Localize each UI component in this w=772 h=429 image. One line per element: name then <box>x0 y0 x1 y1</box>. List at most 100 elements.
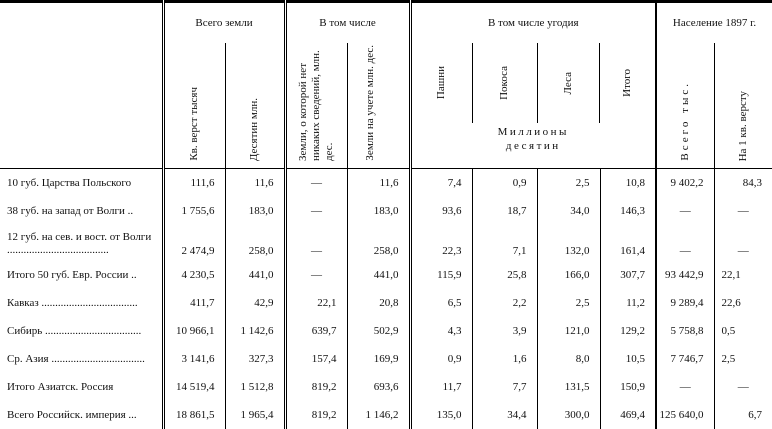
cell-value: 14 519,4 <box>161 373 225 401</box>
cell-value: 18,7 <box>471 197 538 225</box>
cell-value: 3,9 <box>471 317 538 345</box>
col-header-hayfields: Покоса <box>472 43 537 123</box>
cell-value: 4 230,5 <box>161 261 225 289</box>
cell-value: 7,7 <box>471 373 538 401</box>
cell-value: 42,9 <box>224 289 286 317</box>
cell-value: 157,4 <box>283 345 348 373</box>
cell-value: 25,8 <box>471 261 538 289</box>
cell-value: 10,8 <box>599 168 657 197</box>
cell-value: 1 146,2 <box>346 401 411 429</box>
cell-value: 2 474,9 <box>161 225 225 261</box>
table-row: 12 губ. на сев. и вост. от Волги .......… <box>0 225 772 261</box>
cell-value: 20,8 <box>346 289 411 317</box>
cell-value: 819,2 <box>283 373 348 401</box>
cell-value: 146,3 <box>599 197 657 225</box>
cell-value: 121,0 <box>536 317 601 345</box>
table-row: Итого 50 губ. Евр. России .. 4 230,5 441,0… <box>0 261 772 289</box>
cell-value: 258,0 <box>346 225 411 261</box>
cell-value: 7 746,7 <box>655 345 715 373</box>
cell-value: 2,5 <box>536 168 601 197</box>
cell-value: 7,4 <box>408 168 473 197</box>
row-label: 38 губ. на запад от Волги .. <box>7 204 134 217</box>
cell-value: 11,2 <box>599 289 657 317</box>
cell-value: 22,1 <box>713 261 772 289</box>
row-label-header <box>0 1 163 169</box>
cell-value: 3 141,6 <box>161 345 225 373</box>
cell-value: 9 289,4 <box>655 289 715 317</box>
lands-subheader: Пашни Покоса Леса Итого Миллионы десятин <box>408 43 657 169</box>
cell-value: 22,3 <box>408 225 473 261</box>
cell-value: 11,7 <box>408 373 473 401</box>
cell-value: 502,9 <box>346 317 411 345</box>
cell-value: 111,6 <box>161 168 225 197</box>
cell-value: — <box>283 168 348 197</box>
cell-value: 132,0 <box>536 225 601 261</box>
table-row: Сибирь .................................… <box>0 317 772 345</box>
cell-value: 307,7 <box>599 261 657 289</box>
table-row: 10 губ. Царства Польского 111,6 11,6—11,6 7… <box>0 168 772 197</box>
row-label: Итого 50 губ. Евр. России .. <box>7 268 137 281</box>
row-label: Итого Азиатск. Россия <box>7 380 114 393</box>
table-row: Кавказ .................................… <box>0 289 772 317</box>
cell-value: 693,6 <box>346 373 411 401</box>
cell-value: 131,5 <box>536 373 601 401</box>
cell-value: 4,3 <box>408 317 473 345</box>
table-row: Всего Российск. империя ... 18 861,5 1 965… <box>0 401 772 429</box>
row-label: Сибирь .................................… <box>7 324 142 337</box>
cell-value: — <box>283 225 348 261</box>
units-label: Миллионы десятин <box>497 126 569 152</box>
cell-value: 129,2 <box>599 317 657 345</box>
cell-value: 93,6 <box>408 197 473 225</box>
cell-value: 1,6 <box>471 345 538 373</box>
cell-value: — <box>655 373 715 401</box>
cell-value: — <box>283 261 348 289</box>
cell-value: 22,1 <box>283 289 348 317</box>
cell-value: 258,0 <box>224 225 286 261</box>
cell-value: — <box>655 225 715 261</box>
cell-value: 0,5 <box>713 317 772 345</box>
col-header-arable: Пашни <box>435 66 448 100</box>
cell-value: 93 442,9 <box>655 261 715 289</box>
cell-value: 1 965,4 <box>224 401 286 429</box>
cell-value: 183,0 <box>224 197 286 225</box>
cell-value: 10 966,1 <box>161 317 225 345</box>
cell-value: — <box>713 373 772 401</box>
cell-value: 0,9 <box>408 345 473 373</box>
cell-value: 5 758,8 <box>655 317 715 345</box>
cell-value: 11,6 <box>224 168 286 197</box>
col-header-no-info: Земли, о которой нет никаких сведений, м… <box>283 43 348 169</box>
cell-value: 469,4 <box>599 401 657 429</box>
cell-value: 441,0 <box>224 261 286 289</box>
cell-value: 11,6 <box>346 168 411 197</box>
cell-value: 819,2 <box>283 401 348 429</box>
row-label: Всего Российск. империя ... <box>7 408 137 421</box>
cell-value: 7,1 <box>471 225 538 261</box>
table-row: Итого Азиатск. Россия 14 519,4 1 512,8 819,… <box>0 373 772 401</box>
cell-value: 441,0 <box>346 261 411 289</box>
cell-value: 2,5 <box>713 345 772 373</box>
cell-value: 2,2 <box>471 289 538 317</box>
col-header-forests: Леса <box>536 43 600 123</box>
cell-value: — <box>655 197 715 225</box>
cell-value: 300,0 <box>536 401 601 429</box>
col-header-sq-versts: Кв. верст тысяч <box>161 43 225 169</box>
header-population: Население 1897 г. <box>655 1 772 43</box>
cell-value: 9 402,2 <box>655 168 715 197</box>
cell-value: 34,4 <box>471 401 538 429</box>
header-total-land: Всего земли <box>161 1 286 43</box>
col-header-desyatins: Десятин млн. <box>224 43 286 169</box>
col-header-pop-total: Всего тыс. <box>655 43 715 169</box>
col-header-registered: Земли на учете млн. дес. <box>346 43 411 169</box>
cell-value: — <box>283 197 348 225</box>
cell-value: 150,9 <box>599 373 657 401</box>
cell-value: 6,7 <box>713 401 772 429</box>
row-label: Кавказ .................................… <box>7 296 138 309</box>
cell-value: 10,5 <box>599 345 657 373</box>
col-header-land-total: Итого <box>599 43 655 123</box>
cell-value: 115,9 <box>408 261 473 289</box>
cell-value: — <box>713 225 772 261</box>
cell-value: 8,0 <box>536 345 601 373</box>
header-including: В том числе <box>283 1 411 43</box>
cell-value: 639,7 <box>283 317 348 345</box>
